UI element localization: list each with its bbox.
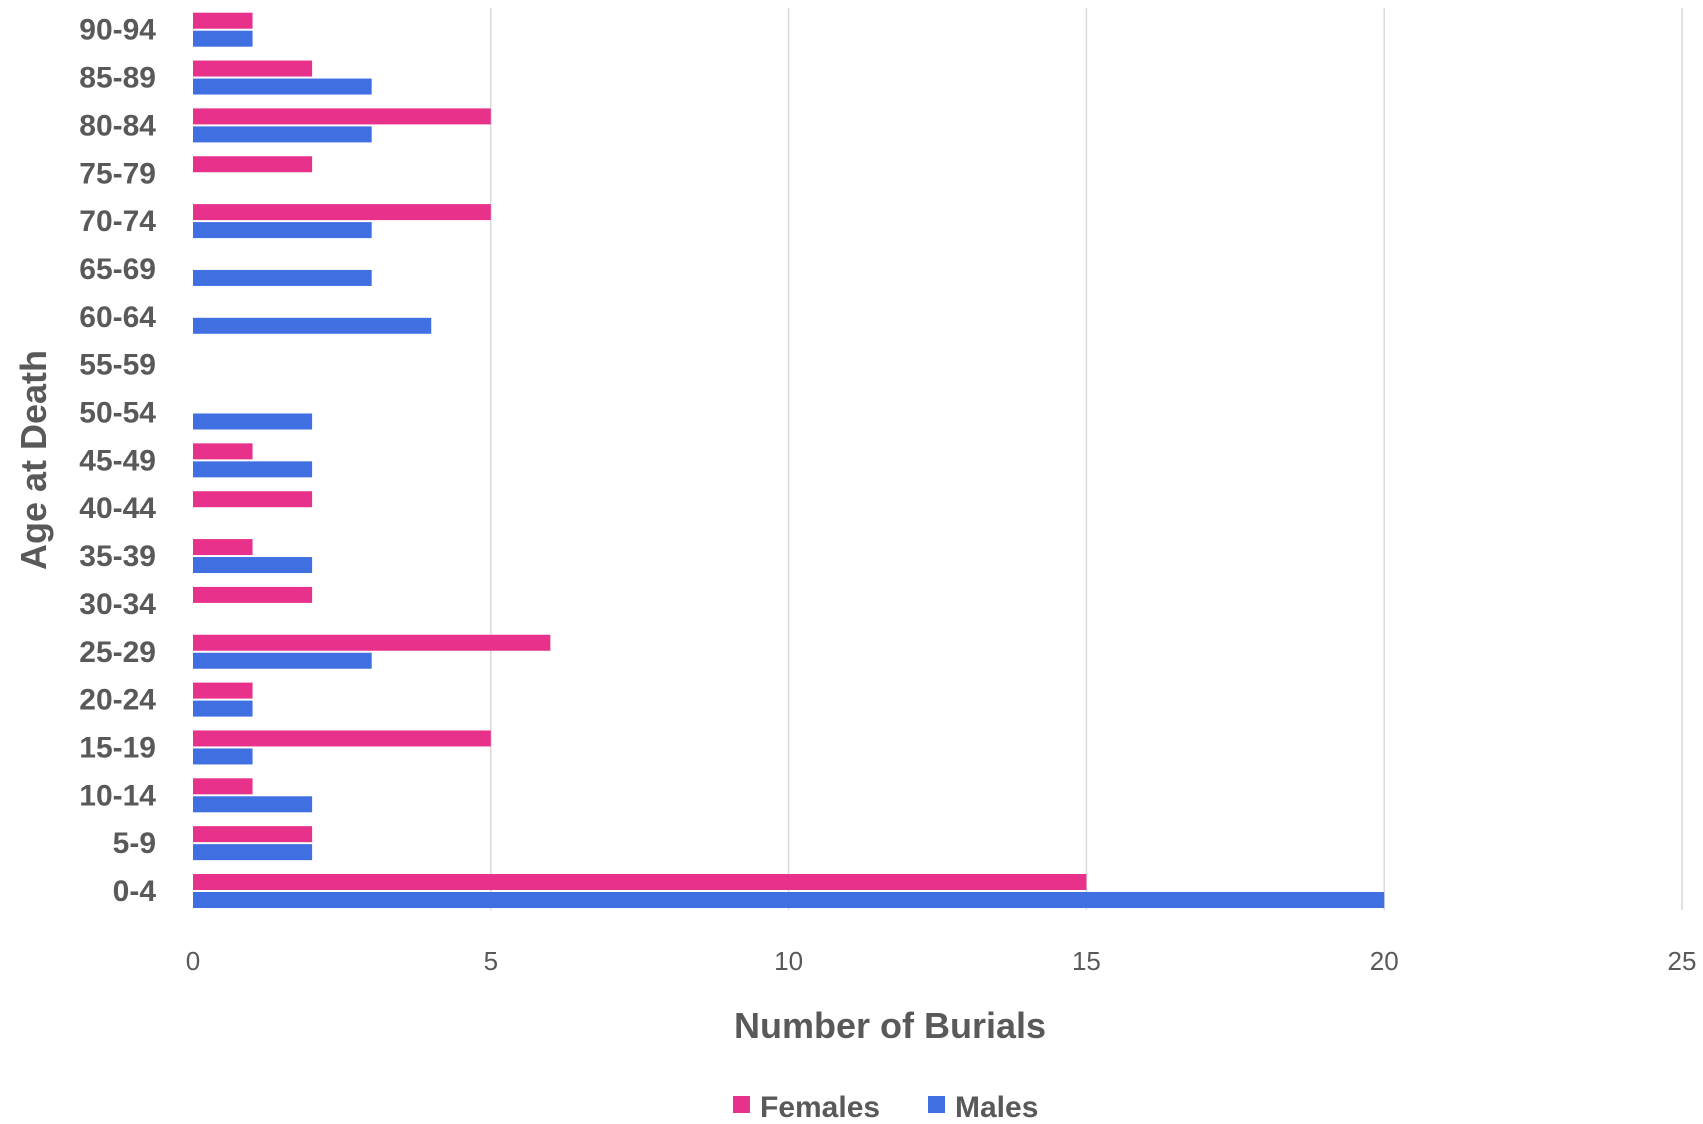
bar-males-90-94 <box>193 30 253 47</box>
bar-males-65-69 <box>193 269 372 286</box>
bar-females-40-44 <box>193 491 313 508</box>
y-axis-tick-labels: 0-4 5-9 10-14 15-19 20-24 25-29 30-34 35-39 40-4… <box>79 14 156 908</box>
gridlines <box>490 8 1683 910</box>
bar-females-10-14 <box>193 778 253 795</box>
legend-label-males: Males <box>955 1091 1038 1124</box>
legend-swatch-females <box>733 1096 750 1113</box>
bar-females-90-94 <box>193 12 253 29</box>
y-tick-label: 60-64 <box>79 301 156 334</box>
y-axis-title: Age at Death <box>13 350 54 570</box>
y-tick-label: 55-59 <box>79 349 156 382</box>
bar-females-85-89 <box>193 60 313 77</box>
y-tick-label: 10-14 <box>79 779 156 812</box>
bar-males-5-9 <box>193 844 313 861</box>
bar-females-0-4 <box>193 874 1087 890</box>
x-tick-label: 10 <box>774 946 803 976</box>
bars <box>193 12 1385 908</box>
bar-females-30-34 <box>193 586 313 603</box>
legend: Females Males <box>733 1091 1038 1124</box>
bar-females-20-24 <box>193 682 253 699</box>
bar-males-35-39 <box>193 557 313 574</box>
x-axis-title: Number of Burials <box>734 1005 1046 1046</box>
bar-males-70-74 <box>193 222 372 239</box>
y-tick-label: 0-4 <box>113 875 157 908</box>
y-tick-label: 20-24 <box>79 684 156 717</box>
y-tick-label: 65-69 <box>79 253 156 286</box>
y-tick-label: 70-74 <box>79 205 156 238</box>
bar-males-45-49 <box>193 461 313 478</box>
y-tick-label: 80-84 <box>79 109 156 142</box>
y-tick-label: 75-79 <box>79 157 156 190</box>
bar-males-10-14 <box>193 796 313 813</box>
y-tick-label: 85-89 <box>79 62 156 95</box>
bar-females-70-74 <box>193 204 491 221</box>
bar-females-15-19 <box>193 730 491 747</box>
bar-males-80-84 <box>193 126 372 143</box>
bar-females-35-39 <box>193 539 253 556</box>
x-tick-label: 25 <box>1668 946 1697 976</box>
bar-females-80-84 <box>193 108 491 125</box>
bar-males-25-29 <box>193 652 372 669</box>
y-tick-label: 5-9 <box>113 827 156 860</box>
x-tick-label: 0 <box>186 946 200 976</box>
y-tick-label: 35-39 <box>79 540 156 573</box>
bar-males-50-54 <box>193 413 313 430</box>
y-tick-label: 50-54 <box>79 397 156 430</box>
y-tick-label: 30-34 <box>79 588 156 621</box>
x-axis-tick-labels: 0 5 10 15 20 25 <box>186 946 1697 976</box>
bar-males-15-19 <box>193 748 253 765</box>
x-tick-label: 15 <box>1072 946 1101 976</box>
bar-males-20-24 <box>193 700 253 717</box>
bar-males-85-89 <box>193 78 372 95</box>
x-tick-label: 5 <box>484 946 498 976</box>
bar-females-45-49 <box>193 443 253 460</box>
y-tick-label: 25-29 <box>79 636 156 669</box>
y-tick-label: 40-44 <box>79 492 156 525</box>
y-tick-label: 45-49 <box>79 444 156 477</box>
bar-females-25-29 <box>193 634 551 651</box>
bar-females-75-79 <box>193 156 313 173</box>
x-tick-label: 20 <box>1370 946 1399 976</box>
bar-males-0-4 <box>193 892 1385 908</box>
y-tick-label: 15-19 <box>79 731 156 764</box>
legend-label-females: Females <box>760 1091 880 1124</box>
legend-swatch-males <box>928 1096 945 1113</box>
y-tick-label: 90-94 <box>79 14 156 47</box>
bar-females-5-9 <box>193 826 313 843</box>
bar-males-60-64 <box>193 317 432 334</box>
